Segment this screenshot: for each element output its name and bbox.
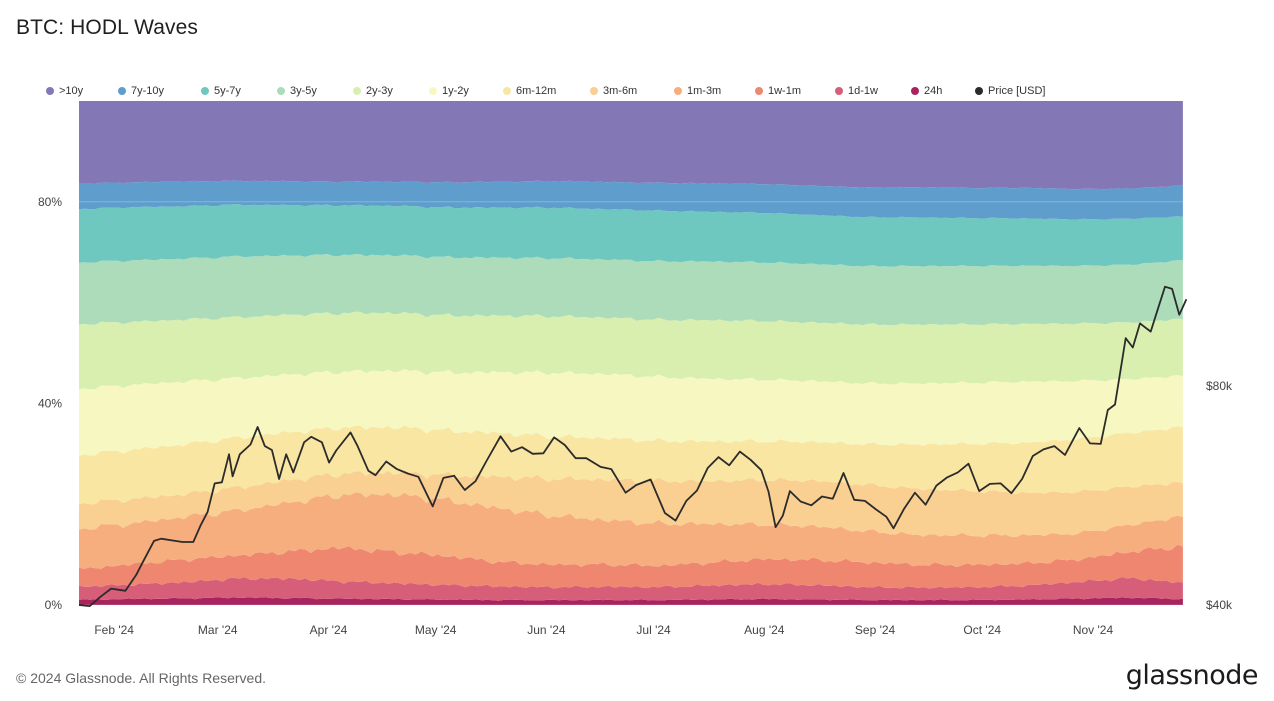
- x-tick-label: Sep '24: [855, 623, 896, 637]
- legend-label: 3m-6m: [603, 85, 638, 97]
- legend-item-10y[interactable]: >10y: [46, 85, 118, 97]
- page-title: BTC: HODL Waves: [16, 16, 198, 39]
- band-1y-2y: [79, 368, 1183, 456]
- legend-label: 1d-1w: [848, 85, 878, 97]
- legend-label: 1m-3m: [687, 85, 722, 97]
- legend-item-5y-7y[interactable]: 5y-7y: [201, 85, 277, 97]
- legend-item-7y-10y[interactable]: 7y-10y: [118, 85, 201, 97]
- x-tick-label: Nov '24: [1073, 623, 1114, 637]
- legend-swatch: [674, 87, 682, 95]
- legend-swatch: [429, 87, 437, 95]
- x-tick-label: May '24: [415, 623, 457, 637]
- band-1d-1w: [79, 577, 1183, 601]
- band-1w-1m: [79, 544, 1183, 589]
- legend-item-24h[interactable]: 24h: [911, 85, 975, 97]
- legend-swatch: [975, 87, 983, 95]
- legend-item-3y-5y[interactable]: 3y-5y: [277, 85, 353, 97]
- x-tick-label: Jun '24: [527, 623, 566, 637]
- y-left-tick-label: 0%: [45, 598, 63, 612]
- x-tick-label: Mar '24: [198, 623, 238, 637]
- band-6m-12m: [79, 425, 1183, 505]
- legend-swatch: [277, 87, 285, 95]
- copyright-text: © 2024 Glassnode. All Rights Reserved.: [16, 670, 267, 686]
- legend-swatch: [46, 87, 54, 95]
- brand-logo[interactable]: glassnode: [1125, 660, 1259, 691]
- band-2y-3y: [79, 311, 1183, 390]
- legend-label: 7y-10y: [131, 85, 165, 97]
- price-line-group: [78, 285, 1188, 607]
- band-24h: [79, 597, 1183, 605]
- band--10y: [79, 101, 1183, 190]
- band-3m-6m: [79, 470, 1183, 538]
- legend-item-1d-1w[interactable]: 1d-1w: [835, 85, 911, 97]
- legend-swatch: [911, 87, 919, 95]
- legend-label: 5y-7y: [214, 85, 241, 97]
- legend-item-1w-1m[interactable]: 1w-1m: [755, 85, 835, 97]
- legend-item-1y-2y[interactable]: 1y-2y: [429, 85, 503, 97]
- axes: 0% 40% 80% $40k $80k Feb '24 Mar '24 Apr '24 May…: [38, 195, 1233, 637]
- legend-item-1m-3m[interactable]: 1m-3m: [674, 85, 755, 97]
- legend-label: Price [USD]: [988, 85, 1046, 97]
- price-line: [78, 285, 1188, 607]
- x-tick-label: Apr '24: [310, 623, 348, 637]
- x-tick-label: Jul '24: [636, 623, 671, 637]
- legend-label: 6m-12m: [516, 85, 557, 97]
- band-5y-7y: [79, 204, 1183, 267]
- legend-label: 1y-2y: [442, 85, 469, 97]
- chart-legend: >10y 7y-10y 5y-7y 3y-5y 2y-3y 1y-2y 6m-12m 3m-6…: [46, 83, 1055, 99]
- legend-item-3m-6m[interactable]: 3m-6m: [590, 85, 674, 97]
- x-tick-label: Aug '24: [744, 623, 785, 637]
- x-tick-label: Feb '24: [94, 623, 134, 637]
- legend-label: 2y-3y: [366, 85, 393, 97]
- legend-swatch: [835, 87, 843, 95]
- band-7y-10y: [79, 180, 1183, 220]
- stacked-areas: [79, 101, 1183, 605]
- legend-label: 1w-1m: [768, 85, 802, 97]
- legend-item-2y-3y[interactable]: 2y-3y: [353, 85, 429, 97]
- legend-swatch: [755, 87, 763, 95]
- gridlines: [79, 201, 1190, 606]
- legend-swatch: [118, 87, 126, 95]
- y-right-tick-label: $40k: [1206, 598, 1233, 612]
- legend-item-6m-12m[interactable]: 6m-12m: [503, 85, 590, 97]
- legend-label: >10y: [59, 85, 84, 97]
- legend-swatch: [503, 87, 511, 95]
- x-tick-label: Oct '24: [963, 623, 1001, 637]
- legend-swatch: [590, 87, 598, 95]
- y-left-tick-label: 80%: [38, 195, 62, 209]
- band-3y-5y: [79, 254, 1183, 326]
- legend-swatch: [353, 87, 361, 95]
- band-1m-3m: [79, 492, 1183, 569]
- y-right-tick-label: $80k: [1206, 379, 1233, 393]
- legend-label: 24h: [924, 85, 943, 97]
- y-left-tick-label: 40%: [38, 396, 62, 410]
- legend-label: 3y-5y: [290, 85, 317, 97]
- legend-swatch: [201, 87, 209, 95]
- legend-item-price-usd[interactable]: Price [USD]: [975, 85, 1055, 97]
